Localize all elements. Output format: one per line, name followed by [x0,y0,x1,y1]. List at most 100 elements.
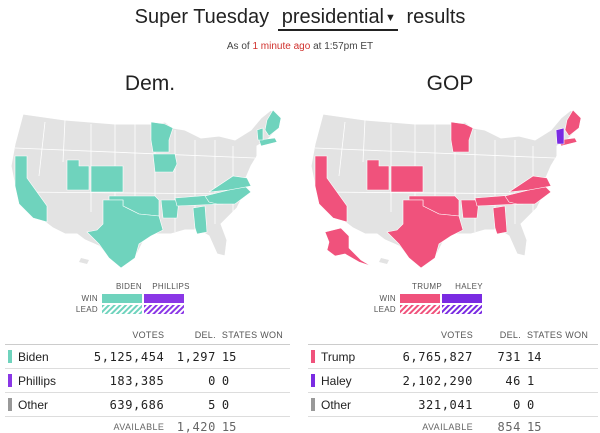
legend-cand2-lead-swatch [144,305,184,314]
legend-cand1-win-swatch [102,294,142,303]
legend-cand1-win-swatch [400,294,440,303]
race-type-dropdown[interactable]: presidential▼ [277,6,398,31]
state-vermont[interactable] [256,127,264,141]
candidate-name: Other [18,397,49,412]
state-arkansas[interactable] [160,199,180,219]
candidate-color-chip [8,349,12,363]
legend-win-label: WIN [379,294,396,303]
candidate-name: Other [321,397,352,412]
delegates-cell: 0 [167,368,219,393]
gop-results-table: VOTES DEL. STATES WON Trump 6,765,827 73… [308,330,598,433]
legend-cand2-win-swatch [144,294,184,303]
available-states: 15 [221,419,237,433]
votes-cell: 6,765,827 [396,344,476,369]
legend-cand1-lead-swatch [102,305,142,314]
states-won-cell: 0 [218,368,290,393]
dem-results-map [10,109,282,269]
hawaii-outline [79,258,89,264]
delegates-cell: 731 [476,344,524,369]
legend-cand1-lead-swatch [400,305,440,314]
dem-title: Dem. [124,72,176,95]
state-maine[interactable] [564,109,582,137]
timestamp-prefix: As of [226,41,250,52]
candidate-color-chip [8,373,12,387]
table-row: Biden 5,125,454 1,297 15 [5,344,290,369]
delegates-cell: 0 [476,392,524,417]
page-title: Super Tuesday presidential▼ results [0,6,600,31]
votes-cell: 183,385 [90,368,168,393]
state-california[interactable] [314,155,348,223]
states-won-header: STATES WON [218,330,290,345]
states-won-cell: 14 [524,344,598,369]
state-texas[interactable] [386,199,464,269]
state-arkansas[interactable] [460,199,480,219]
votes-cell: 5,125,454 [90,344,168,369]
states-won-cell: 15 [218,344,290,369]
votes-cell: 639,686 [90,392,168,417]
legend-cand2-label: PHILLIPS [152,282,190,291]
candidate-color-chip [311,373,315,387]
title-suffix: results [406,6,466,28]
candidate-name: Trump [321,349,356,364]
hawaii-outline [379,258,389,264]
votes-header: VOTES [396,330,476,345]
table-row: Other 639,686 5 0 [5,392,290,417]
votes-cell: 2,102,290 [396,368,476,393]
candidate-name: Biden [18,349,49,364]
available-states: 15 [527,419,542,433]
us-map-outline [10,109,278,269]
states-won-cell: 0 [524,392,598,417]
state-iowa[interactable] [152,153,178,173]
candidate-color-chip [311,349,315,363]
available-label: AVAILABLE [422,421,473,432]
legend-cand2-label: HALEY [455,282,483,291]
state-alaska[interactable] [324,227,372,267]
state-california[interactable] [14,155,48,223]
state-utah[interactable] [366,159,390,191]
delegates-cell: 5 [167,392,219,417]
state-minnesota[interactable] [450,121,474,153]
gop-results-map [310,109,582,269]
state-alabama[interactable] [492,205,508,235]
available-delegates: 854 [497,419,521,433]
states-won-cell: 1 [524,368,598,393]
timestamp-suffix: at 1:57pm ET [313,41,374,52]
state-virginia[interactable] [208,175,252,193]
dem-results-table: VOTES DEL. STATES WON Biden 5,125,454 1,… [5,330,290,433]
state-maine[interactable] [264,109,282,137]
table-row: Phillips 183,385 0 0 [5,368,290,393]
delegates-cell: 1,297 [167,344,219,369]
state-texas[interactable] [86,199,164,269]
states-won-cell: 0 [218,392,290,417]
state-utah[interactable] [66,159,90,191]
delegates-cell: 46 [476,368,524,393]
candidate-name: Haley [321,373,352,388]
state-colorado[interactable] [90,165,124,193]
legend-win-label: WIN [81,294,98,303]
state-vermont[interactable] [555,127,565,145]
state-minnesota[interactable] [150,121,174,153]
timestamp-ago: 1 minute ago [252,41,311,52]
candidate-color-chip [8,397,12,411]
delegates-header: DEL. [167,330,219,345]
available-label: AVAILABLE [113,421,165,432]
candidate-name: Phillips [18,373,57,388]
legend-lead-label: LEAD [75,305,98,314]
race-type-value: presidential [281,6,385,28]
table-row: Trump 6,765,827 731 14 [308,344,598,369]
legend-lead-label: LEAD [373,305,396,314]
available-row: AVAILABLE 854 15 [308,417,598,433]
table-header-row: VOTES DEL. STATES WON [5,330,290,345]
legend-cand2-win-swatch [442,294,482,303]
legend-cand2-lead-swatch [442,305,482,314]
state-colorado[interactable] [390,165,424,193]
state-massachusetts[interactable] [258,137,278,147]
candidate-color-chip [311,397,315,411]
table-header-row: VOTES DEL. STATES WON [308,330,598,345]
gop-title: GOP [426,72,474,95]
state-alabama[interactable] [192,205,208,235]
available-delegates: 1,420 [176,419,216,433]
state-virginia[interactable] [508,175,552,193]
legend-cand1-label: BIDEN [116,282,142,291]
table-row: Other 321,041 0 0 [308,392,598,417]
